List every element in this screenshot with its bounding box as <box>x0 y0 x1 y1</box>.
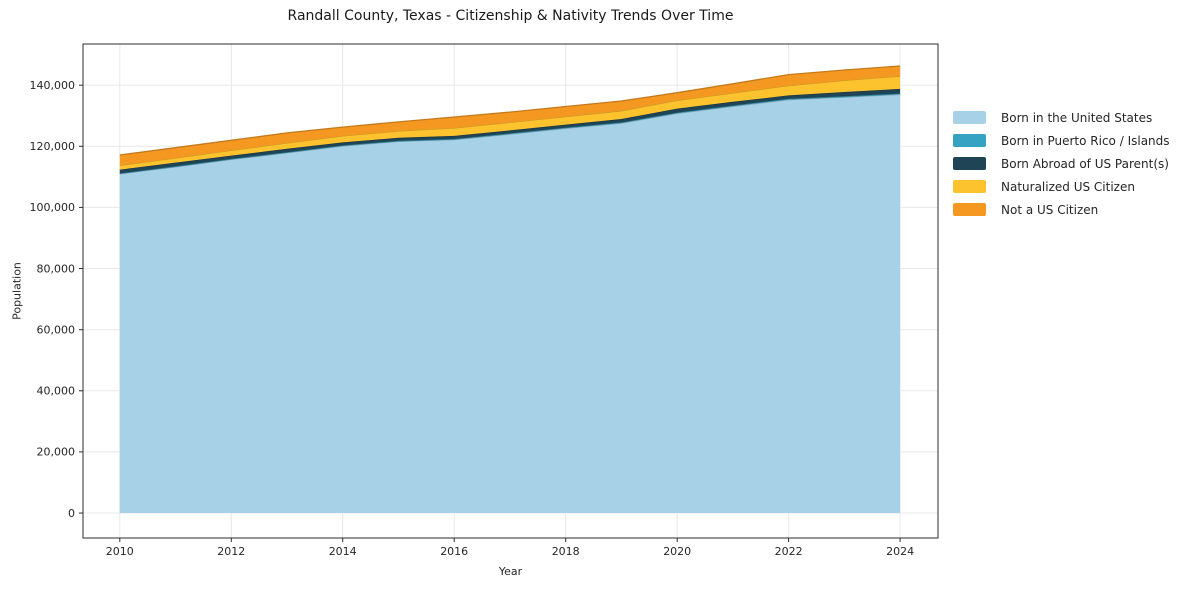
x-tick-label: 2020 <box>663 545 691 558</box>
area-series-2 <box>119 88 901 174</box>
x-tick-label: 2016 <box>440 545 468 558</box>
legend-label: Naturalized US Citizen <box>1001 179 1135 194</box>
x-tick-label: 2018 <box>552 545 580 558</box>
legend-label: Born Abroad of US Parent(s) <box>1001 156 1169 171</box>
y-tick-label: 60,000 <box>37 324 76 337</box>
x-axis-title: Year <box>498 565 523 578</box>
legend-swatch <box>953 157 986 170</box>
x-tick-label: 2014 <box>329 545 357 558</box>
area-series-4-edge <box>119 65 901 156</box>
legend-swatch <box>953 203 986 216</box>
legend-swatch <box>953 180 986 193</box>
plot-border <box>82 43 939 539</box>
x-tick-label: 2010 <box>106 545 134 558</box>
y-axis-title: Population <box>10 262 24 320</box>
legend-swatch <box>953 134 986 147</box>
x-tick-label: 2024 <box>886 545 914 558</box>
area-series-0 <box>119 94 901 514</box>
legend-item: Naturalized US Citizen <box>953 175 1170 198</box>
legend-swatch <box>953 111 986 124</box>
y-tick-label: 140,000 <box>30 79 76 92</box>
legend: Born in the United States Born in Puerto … <box>953 106 1170 221</box>
chart-title: Randall County, Texas - Citizenship & Na… <box>287 8 734 24</box>
legend-item: Not a US Citizen <box>953 198 1170 221</box>
legend-label: Born in Puerto Rico / Islands <box>1001 133 1170 148</box>
legend-item: Born in the United States <box>953 106 1170 129</box>
y-tick-label: 100,000 <box>30 201 76 214</box>
x-tick-label: 2012 <box>217 545 245 558</box>
y-tick-label: 80,000 <box>37 262 76 275</box>
legend-label: Not a US Citizen <box>1001 202 1099 217</box>
legend-item: Born in Puerto Rico / Islands <box>953 129 1170 152</box>
y-tick-label: 40,000 <box>37 385 76 398</box>
area-series-4 <box>119 66 901 166</box>
x-tick-label: 2022 <box>775 545 803 558</box>
y-tick-label: 20,000 <box>37 446 76 459</box>
y-tick-label: 0 <box>68 507 75 520</box>
y-tick-label: 120,000 <box>30 140 76 153</box>
legend-item: Born Abroad of US Parent(s) <box>953 152 1170 175</box>
legend-label: Born in the United States <box>1001 110 1153 125</box>
